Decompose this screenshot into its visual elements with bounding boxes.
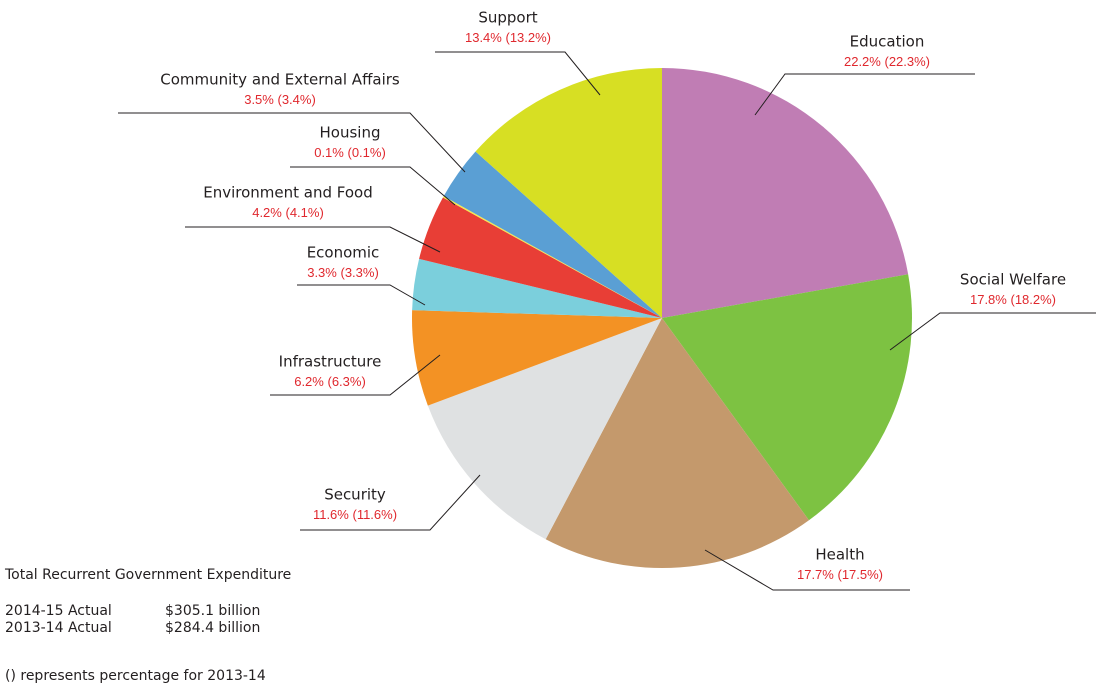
slice-label: Social Welfare [960, 271, 1066, 289]
note-footnote: () represents percentage for 2013-14 [5, 668, 266, 684]
leader-line [435, 51, 601, 96]
slice-value-label: 17.8% (18.2%) [970, 292, 1056, 307]
slice-value-label: 11.6% (11.6%) [313, 507, 397, 522]
slice-value-label: 4.2% (4.1%) [252, 205, 324, 220]
slice-label: Security [324, 486, 386, 504]
value-label: 17.8% [970, 292, 1007, 307]
value-label: 22.2% [844, 54, 881, 69]
slice-value-label: 6.2% (6.3%) [294, 374, 366, 389]
note-title: Total Recurrent Government Expenditure [4, 567, 291, 583]
previous-value-label: (17.5%) [837, 567, 883, 582]
pie-slice [662, 274, 913, 521]
value-label: 17.7% [797, 567, 834, 582]
pie-slice [475, 68, 662, 318]
value-label: 13.4% [465, 30, 502, 45]
pie-slice [545, 318, 809, 568]
previous-value-label: (4.1%) [285, 205, 323, 220]
leader-line [300, 474, 481, 531]
pie-slice [412, 258, 662, 318]
leader-line [297, 284, 426, 306]
previous-value-label: (3.4%) [277, 92, 315, 107]
slice-value-label: 22.2% (22.3%) [844, 54, 930, 69]
slice-value-label: 0.1% (0.1%) [314, 145, 386, 160]
leader-line [185, 226, 441, 253]
note-label: 2014-15 Actual [5, 603, 112, 619]
previous-value-label: (18.2%) [1010, 292, 1056, 307]
leader-line [889, 312, 1096, 351]
value-label: 6.2% [294, 374, 324, 389]
slice-label: Support [478, 9, 537, 27]
previous-value-label: (22.3%) [884, 54, 930, 69]
slice-value-label: 3.5% (3.4%) [244, 92, 316, 107]
previous-value-label: (6.3%) [327, 374, 365, 389]
slice-label: Education [850, 33, 925, 51]
previous-value-label: (0.1%) [347, 145, 385, 160]
pie-slice [412, 310, 662, 406]
slice-value-label: 3.3% (3.3%) [307, 265, 379, 280]
value-label: 3.5% [244, 92, 274, 107]
slice-label: Environment and Food [203, 184, 373, 202]
value-label: 3.3% [307, 265, 337, 280]
note-value: $305.1 billion [165, 603, 260, 619]
slice-label: Housing [320, 124, 381, 142]
slice-value-label: 13.4% (13.2%) [465, 30, 551, 45]
pie-slice [662, 68, 909, 318]
value-label: 11.6% [313, 507, 349, 522]
previous-value-label: (3.3%) [340, 265, 378, 280]
pie-slice [427, 318, 662, 540]
slice-value-label: 17.7% (17.5%) [797, 567, 883, 582]
value-label: 4.2% [252, 205, 282, 220]
leader-line [754, 73, 975, 116]
note-label: 2013-14 Actual [5, 620, 112, 636]
slice-label: Health [815, 546, 864, 564]
note-value: $284.4 billion [165, 620, 260, 636]
slice-label: Community and External Affairs [160, 71, 400, 89]
leader-line [704, 549, 910, 591]
pie-slice [443, 151, 662, 318]
previous-value-label: (13.2%) [505, 30, 551, 45]
leader-line [290, 166, 456, 206]
leader-line [118, 112, 466, 173]
slice-label: Economic [307, 244, 380, 262]
value-label: 0.1% [314, 145, 344, 160]
pie-slice [442, 196, 662, 318]
previous-value-label: (11.6%) [352, 507, 397, 522]
leader-line [270, 354, 441, 396]
pie-slice [419, 197, 662, 318]
slice-label: Infrastructure [279, 353, 382, 371]
